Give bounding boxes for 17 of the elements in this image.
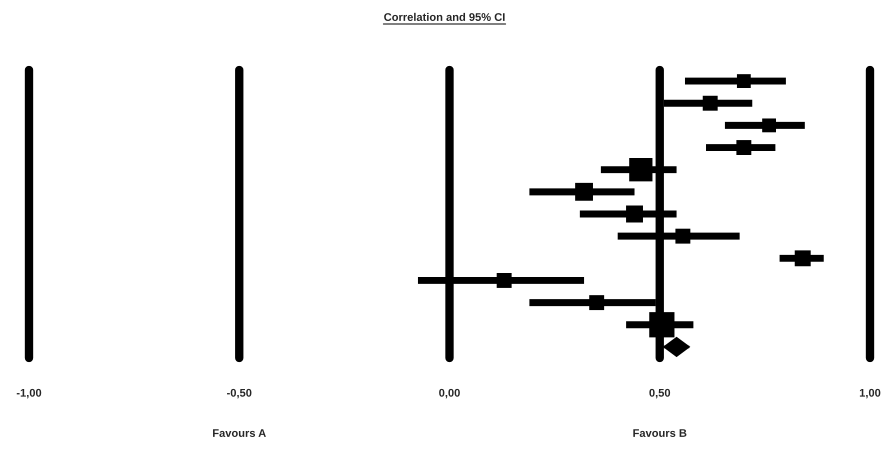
text: Favours B: [633, 429, 686, 437]
point: [736, 74, 751, 88]
x-tick-label: 1,00: [860, 388, 880, 398]
point: [626, 206, 643, 222]
point: [736, 140, 752, 155]
text: Favours A: [213, 429, 266, 437]
point: [675, 228, 690, 244]
point: [794, 250, 811, 266]
point: [702, 96, 718, 111]
x-tick-label: -0,50: [227, 388, 252, 398]
point: [762, 118, 776, 132]
x-tick-label: 0,50: [649, 388, 670, 398]
x-tick-label: 0,00: [439, 388, 460, 398]
x-tick-label: -1,00: [16, 388, 42, 398]
point: [589, 295, 604, 310]
chart-title: Correlation and 95% CI: [384, 12, 505, 21]
point: [496, 273, 512, 288]
